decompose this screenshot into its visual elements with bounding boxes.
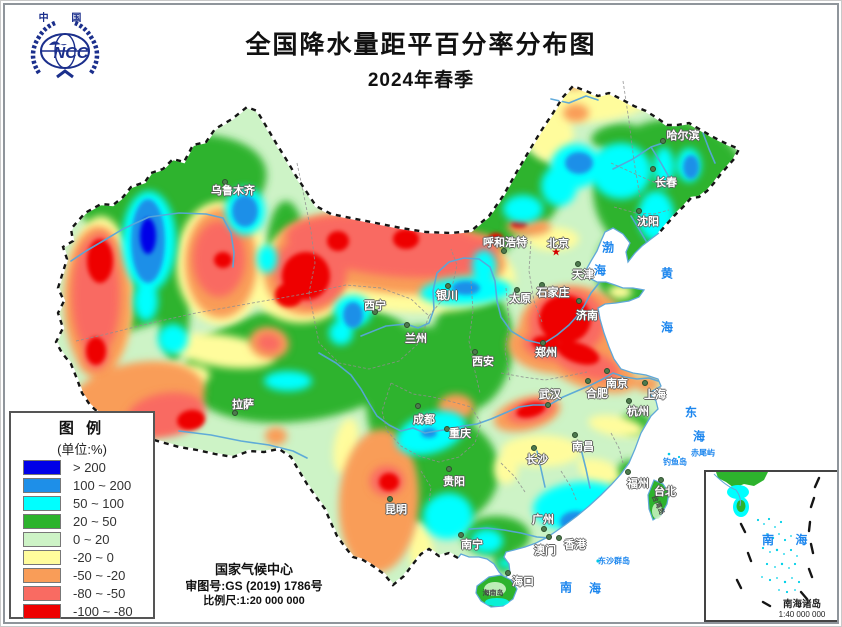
legend-label: 20 ~ 50 — [73, 513, 117, 529]
legend-label: 50 ~ 100 — [73, 495, 124, 511]
legend-swatch — [23, 549, 61, 565]
footer-approval: 审图号:GS (2019) 1786号 — [185, 579, 323, 593]
map-footer: 国家气候中心 审图号:GS (2019) 1786号 比例尺:1:20 000 … — [159, 562, 349, 609]
legend-rows: > 200 100 ~ 200 50 ~ 100 20 ~ 50 0 ~ 20 -20 ~… — [11, 458, 153, 620]
inset-sea-label: 南 海 — [762, 532, 816, 547]
national-border — [54, 84, 741, 587]
rivers — [70, 95, 716, 539]
legend-swatch — [23, 585, 61, 601]
legend-label: -100 ~ -80 — [73, 603, 133, 619]
legend-label: -50 ~ -20 — [73, 567, 126, 583]
legend-unit: (单位:%) — [57, 442, 107, 457]
legend-box: 图 例 (单位:%) > 200 100 ~ 200 50 ~ 100 20 ~ 50… — [9, 411, 155, 619]
legend-swatch — [23, 495, 61, 511]
nine-dash-line — [735, 476, 821, 608]
logo-country-text: 中 国 — [39, 11, 92, 24]
south-china-sea-inset: 南 海 南海诸岛 1:40 000 000 — [704, 470, 839, 622]
legend-label: -20 ~ 0 — [73, 549, 114, 565]
inset-islands-label: 南海诸岛 — [783, 598, 821, 610]
legend-item: 20 ~ 50 — [23, 512, 153, 530]
legend-item: 0 ~ 20 — [23, 530, 153, 548]
small-islands — [596, 452, 681, 563]
legend-label: 0 ~ 20 — [73, 531, 110, 547]
legend-item: > 200 — [23, 458, 153, 476]
legend-swatch — [23, 513, 61, 529]
legend-label: -80 ~ -50 — [73, 585, 126, 601]
inset-scale-label: 1:40 000 000 — [779, 610, 826, 619]
legend-swatch — [23, 459, 61, 475]
legend-item: -80 ~ -50 — [23, 584, 153, 602]
legend-swatch — [23, 477, 61, 493]
logo-acronym: NCC — [54, 45, 89, 62]
footer-scale: 比例尺:1:20 000 000 — [203, 595, 305, 607]
legend-item: -20 ~ 0 — [23, 548, 153, 566]
ncc-logo: 中 国 NCC — [15, 9, 115, 88]
footer-org: 国家气候中心 — [214, 562, 293, 577]
page-title: 全国降水量距平百分率分布图 — [245, 31, 597, 59]
legend-item: 100 ~ 200 — [23, 476, 153, 494]
inset-islands-dots — [756, 517, 801, 594]
legend-item: 50 ~ 100 — [23, 494, 153, 512]
legend-item: -50 ~ -20 — [23, 566, 153, 584]
province-borders — [75, 80, 670, 504]
legend-label: > 200 — [73, 459, 106, 475]
hainan-island — [475, 574, 518, 608]
legend-swatch — [23, 567, 61, 583]
coastline — [457, 227, 662, 579]
legend-swatch — [23, 531, 61, 547]
legend-item: -100 ~ -80 — [23, 602, 153, 620]
legend-title: 图 例 — [58, 420, 106, 437]
legend-swatch — [23, 603, 61, 619]
legend-label: 100 ~ 200 — [73, 477, 132, 493]
taiwan-island — [647, 479, 670, 521]
page-subtitle: 2024年春季 — [367, 70, 475, 91]
